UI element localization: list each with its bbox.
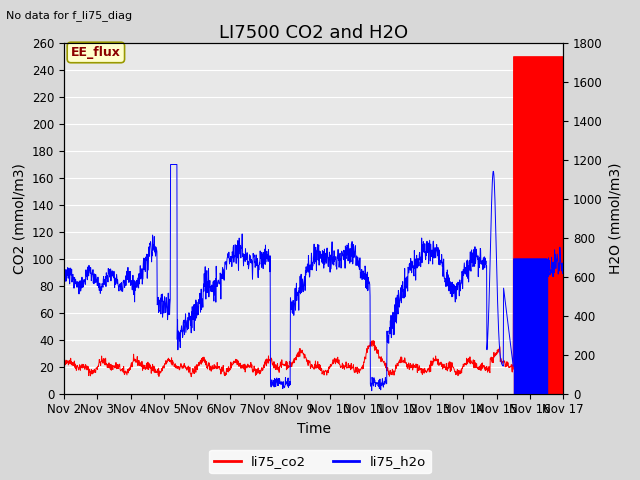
Y-axis label: CO2 (mmol/m3): CO2 (mmol/m3) — [12, 163, 26, 274]
li75_co2 — [559, 54, 567, 60]
li75_co2 — [509, 54, 517, 60]
li75_co2 — [188, 374, 195, 380]
li75_h2o — [119, 284, 127, 290]
Line: li75_h2o: li75_h2o — [64, 165, 563, 391]
li75_h2o — [344, 240, 352, 246]
Title: LI7500 CO2 and H2O: LI7500 CO2 and H2O — [219, 24, 408, 42]
li75_h2o — [283, 379, 291, 384]
li75_h2o — [99, 282, 106, 288]
Text: No data for f_li75_diag: No data for f_li75_diag — [6, 10, 132, 21]
li75_h2o — [559, 264, 567, 269]
li75_co2 — [99, 358, 106, 364]
Line: li75_co2: li75_co2 — [64, 57, 563, 377]
li75_h2o — [292, 307, 300, 313]
li75_co2 — [292, 357, 300, 362]
li75_h2o — [272, 380, 280, 386]
li75_co2 — [119, 366, 127, 372]
Y-axis label: H2O (mmol/m3): H2O (mmol/m3) — [608, 163, 622, 274]
li75_h2o — [60, 284, 68, 289]
li75_co2 — [60, 363, 68, 369]
X-axis label: Time: Time — [296, 422, 331, 436]
li75_h2o — [368, 388, 376, 394]
li75_co2 — [344, 360, 352, 366]
li75_h2o — [167, 162, 175, 168]
li75_co2 — [283, 367, 291, 372]
li75_co2 — [272, 363, 280, 369]
Legend: li75_co2, li75_h2o: li75_co2, li75_h2o — [209, 450, 431, 473]
Text: EE_flux: EE_flux — [71, 46, 121, 59]
